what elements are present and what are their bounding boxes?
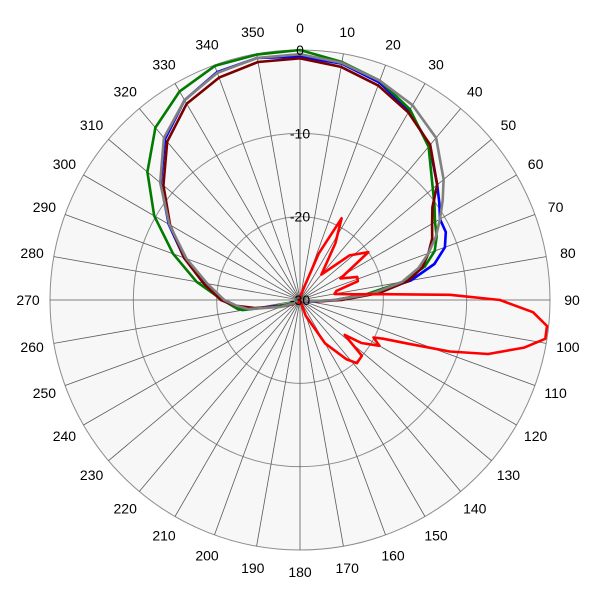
angle-tick-label: 300 (53, 156, 77, 172)
angle-tick-label: 120 (524, 428, 548, 444)
angle-tick-label: 230 (80, 467, 104, 483)
angle-tick-label: 90 (564, 292, 580, 308)
angle-tick-label: 140 (463, 500, 487, 516)
angle-spoke (214, 64, 301, 301)
angle-tick-label: 190 (241, 560, 265, 576)
radial-tick-label: 0 (296, 42, 304, 58)
angle-spoke (256, 299, 301, 547)
angle-spoke (299, 299, 492, 462)
data-series-group (146, 48, 549, 365)
angle-tick-label: 320 (114, 84, 138, 100)
angle-tick-label: 330 (152, 56, 176, 72)
angle-spoke (174, 299, 301, 517)
angle-spoke (83, 299, 301, 426)
angle-tick-label: 170 (336, 560, 360, 576)
angle-tick-label: 100 (556, 339, 580, 355)
angle-spoke (214, 299, 301, 536)
angle-tick-label: 70 (548, 199, 564, 215)
angle-tick-label: 240 (53, 428, 77, 444)
angle-tick-label: 160 (381, 548, 405, 564)
angle-tick-label: 20 (385, 36, 401, 52)
angle-tick-label: 110 (544, 385, 567, 401)
angle-tick-label: 270 (16, 292, 40, 308)
angle-tick-label: 130 (497, 467, 521, 483)
angle-tick-label: 260 (20, 339, 44, 355)
angle-tick-label: 0 (296, 20, 304, 36)
radial-tick-labels: -30 -20 -10 0 (290, 42, 310, 308)
angle-spoke (299, 53, 344, 301)
angle-spoke (299, 299, 547, 344)
angle-spoke (299, 138, 492, 301)
angle-spoke (83, 174, 301, 301)
angle-tick-label: 210 (152, 528, 176, 544)
angle-spoke (299, 108, 462, 301)
angle-tick-label: 30 (428, 56, 444, 72)
angle-spoke (108, 138, 301, 301)
angle-spoke (299, 83, 426, 301)
radial-tick-label: -10 (290, 125, 310, 141)
angle-tick-label: 220 (114, 500, 138, 516)
angle-tick-label: 40 (467, 84, 483, 100)
angle-spoke (108, 299, 301, 462)
angle-spoke (299, 174, 517, 301)
angle-tick-label: 50 (501, 117, 517, 133)
angle-tick-labels: 0 10 20 30 40 50 60 70 80 90 100 110 120 130 140 150 160… (16, 20, 580, 580)
angle-spoke (299, 299, 386, 536)
angle-tick-label: 310 (80, 117, 104, 133)
angle-spoke (64, 299, 301, 386)
angle-tick-label: 150 (424, 528, 448, 544)
radial-tick-label: -20 (290, 209, 310, 225)
angle-tick-label: 280 (20, 245, 44, 261)
angle-spoke (256, 53, 301, 301)
angle-spoke (299, 299, 536, 386)
angle-tick-label: 250 (33, 385, 57, 401)
angle-tick-label: 200 (195, 548, 219, 564)
angle-tick-label: 80 (560, 245, 576, 261)
angle-spoke (174, 83, 301, 301)
angle-tick-label: 180 (288, 564, 312, 580)
radial-tick-label: -30 (290, 292, 310, 308)
angle-tick-label: 10 (339, 24, 355, 40)
angle-tick-label: 60 (528, 156, 544, 172)
angle-spoke (53, 256, 301, 301)
angle-tick-label: 340 (195, 36, 219, 52)
angle-tick-label: 290 (33, 199, 57, 215)
angle-spoke (299, 299, 517, 426)
angle-tick-label: 350 (241, 24, 265, 40)
series-line-5 (297, 217, 549, 365)
series-line-4 (158, 52, 445, 311)
angle-spoke (299, 299, 344, 547)
angle-spoke (299, 299, 462, 492)
angle-spoke (138, 299, 301, 492)
angle-spoke (299, 214, 536, 301)
